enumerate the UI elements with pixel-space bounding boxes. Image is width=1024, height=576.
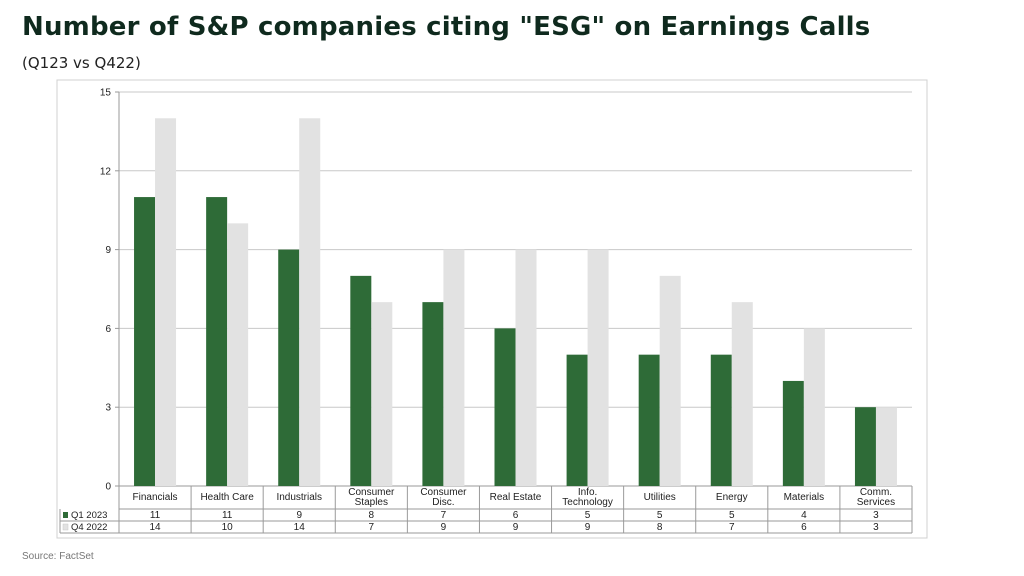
series-name: Q4 2022	[71, 522, 107, 533]
bar-q4-2022	[731, 302, 753, 486]
data-table-value: 8	[657, 522, 663, 533]
data-table-value: 11	[222, 510, 233, 521]
legend-key	[63, 512, 68, 518]
bar-q4-2022	[515, 249, 537, 486]
data-table-value: 9	[441, 522, 447, 533]
bar-q1-2023	[566, 354, 588, 486]
data-table-value: 3	[873, 522, 879, 533]
chart-title: Number of S&P companies citing "ESG" on …	[22, 12, 871, 42]
category-label: Consumer Staples	[348, 487, 395, 508]
legend-key	[62, 523, 69, 531]
category-label: Energy	[716, 492, 748, 503]
bar-q4-2022	[803, 328, 825, 486]
y-tick-label: 6	[105, 324, 111, 335]
y-tick-label: 12	[100, 166, 112, 177]
data-table-value: 6	[513, 510, 519, 521]
data-table-value: 7	[729, 522, 735, 533]
category-label: Consumer Disc.	[420, 487, 467, 508]
data-table-value: 9	[513, 522, 519, 533]
bar-q1-2023	[422, 302, 444, 486]
data-table-value: 14	[149, 522, 161, 533]
bar-q4-2022	[371, 302, 393, 486]
bar-q4-2022	[299, 118, 321, 487]
y-tick-label: 9	[105, 245, 111, 256]
data-table-value: 11	[150, 510, 161, 521]
bar-q1-2023	[494, 328, 516, 486]
bar-q1-2023	[710, 354, 732, 486]
data-table-value: 9	[585, 522, 591, 533]
category-label: Info. Technology	[562, 487, 613, 508]
bar-q4-2022	[443, 249, 465, 486]
y-tick-label: 3	[105, 403, 111, 414]
data-table-value: 10	[222, 522, 234, 533]
category-label: Materials	[784, 492, 825, 503]
data-table-value: 14	[294, 522, 306, 533]
category-label: Comm. Services	[857, 487, 895, 508]
category-label: Utilities	[644, 492, 676, 503]
y-tick-label: 0	[105, 482, 111, 493]
bar-q4-2022	[659, 275, 681, 486]
bar-q1-2023	[782, 380, 804, 486]
bar-q4-2022	[875, 407, 897, 486]
bar-q4-2022	[155, 118, 177, 487]
bar-q4-2022	[587, 249, 609, 486]
data-table-value: 7	[369, 522, 375, 533]
bar-q1-2023	[350, 275, 372, 486]
data-table-value: 4	[801, 510, 807, 521]
bar-q1-2023	[134, 197, 156, 487]
bar-q1-2023	[206, 197, 228, 487]
data-table-value: 9	[296, 510, 302, 521]
y-tick-label: 15	[100, 88, 112, 99]
category-label: Health Care	[200, 492, 254, 503]
data-table-value: 5	[585, 510, 591, 521]
category-label: Financials	[133, 492, 178, 503]
data-table-value: 5	[657, 510, 663, 521]
chart-subtitle: (Q123 vs Q422)	[22, 54, 141, 72]
data-table-value: 6	[801, 522, 807, 533]
bar-q4-2022	[227, 223, 249, 487]
series-name: Q1 2023	[71, 510, 107, 521]
data-table-value: 5	[729, 510, 735, 521]
data-table-value: 3	[873, 510, 879, 521]
source-note: Source: FactSet	[22, 551, 94, 562]
bar-q1-2023	[278, 249, 300, 486]
data-table-value: 7	[441, 510, 447, 521]
bar-q1-2023	[638, 354, 660, 486]
data-table-value: 8	[369, 510, 375, 521]
bar-q1-2023	[854, 407, 876, 486]
category-label: Industrials	[276, 492, 322, 503]
category-label: Real Estate	[490, 492, 542, 503]
chart-frame	[56, 79, 928, 539]
